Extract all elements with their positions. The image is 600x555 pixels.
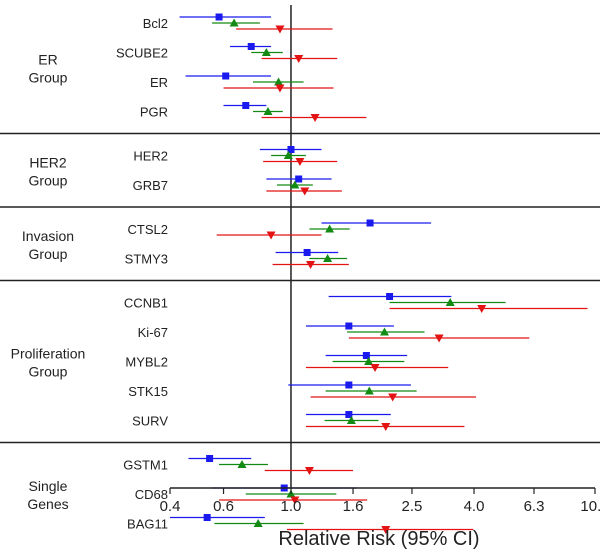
point-blue bbox=[215, 13, 223, 21]
point-blue bbox=[242, 102, 250, 109]
point-blue bbox=[386, 293, 394, 300]
x-axis-label: Relative Risk (95% CI) bbox=[278, 528, 479, 550]
gene-label: SURV bbox=[132, 414, 168, 429]
point-blue bbox=[303, 249, 311, 256]
point-red bbox=[266, 231, 276, 240]
group-label: Invasion Group bbox=[22, 228, 74, 262]
point-blue bbox=[345, 322, 353, 330]
point-green bbox=[237, 460, 247, 468]
gene-label: MYBL2 bbox=[125, 355, 168, 370]
x-tick-label: 0.6 bbox=[213, 498, 234, 515]
point-red bbox=[306, 261, 316, 269]
x-tick-label: 2.5 bbox=[402, 498, 423, 515]
point-blue bbox=[247, 43, 255, 50]
gene-label: ER bbox=[150, 75, 168, 90]
point-blue bbox=[222, 72, 230, 80]
point-blue bbox=[345, 381, 353, 389]
gene-label: CCNB1 bbox=[124, 296, 168, 311]
point-blue bbox=[295, 175, 303, 183]
group-labels: ER Group HER2 Group Invasion Group Proliferati… bbox=[11, 51, 86, 512]
point-green bbox=[323, 254, 333, 262]
point-red bbox=[388, 393, 398, 402]
group-label: Single Genes bbox=[27, 478, 68, 512]
x-tick-label: 6.3 bbox=[524, 498, 545, 515]
point-green bbox=[261, 48, 271, 56]
point-red bbox=[434, 334, 444, 343]
point-green bbox=[445, 298, 455, 306]
gene-label: Bcl2 bbox=[143, 16, 168, 31]
gene-label: CTSL2 bbox=[128, 222, 168, 237]
point-red bbox=[294, 55, 304, 63]
gene-labels: Bcl2 SCUBE2 ER PGR HER2 GRB7 CTSL2 STMY3 CCNB1 Ki… bbox=[116, 16, 168, 532]
confidence-intervals bbox=[170, 16, 588, 531]
point-red bbox=[295, 158, 305, 166]
point-green bbox=[283, 151, 293, 159]
group-label: Proliferation Group bbox=[11, 346, 86, 380]
point-green bbox=[263, 107, 273, 115]
point-green bbox=[229, 18, 239, 27]
point-red bbox=[370, 364, 380, 372]
point-red bbox=[290, 496, 300, 505]
x-axis: 0.4 0.6 1.0 1.6 2.5 4.0 6.3 10.0 bbox=[160, 487, 600, 515]
gene-label: STMY3 bbox=[125, 252, 168, 267]
point-green bbox=[253, 519, 263, 527]
gene-label: PGR bbox=[140, 105, 168, 120]
gene-label: Ki-67 bbox=[138, 325, 168, 340]
point-blue bbox=[287, 146, 295, 153]
point-red bbox=[310, 114, 320, 122]
x-tick-label: 4.0 bbox=[464, 498, 485, 515]
x-tick-label: 10.0 bbox=[580, 498, 600, 515]
group-label: HER2 Group bbox=[29, 154, 68, 188]
point-red bbox=[304, 467, 314, 475]
point-green bbox=[364, 386, 374, 395]
group-label: ER Group bbox=[29, 51, 68, 85]
x-tick-label: 1.0 bbox=[281, 498, 302, 515]
gene-label: CD68 bbox=[135, 487, 168, 502]
point-green bbox=[346, 416, 356, 424]
x-tick-label: 1.6 bbox=[343, 498, 364, 515]
point-blue bbox=[345, 411, 353, 418]
point-green bbox=[379, 327, 389, 336]
gene-label: STK15 bbox=[128, 384, 168, 399]
group-separators bbox=[0, 132, 600, 444]
point-green bbox=[364, 357, 374, 365]
point-blue bbox=[203, 514, 211, 521]
gene-label: SCUBE2 bbox=[116, 46, 168, 61]
point-red bbox=[300, 187, 310, 196]
point-blue bbox=[206, 455, 214, 462]
x-tick-label: 0.4 bbox=[160, 498, 181, 515]
point-green bbox=[274, 77, 284, 86]
gene-label: HER2 bbox=[133, 149, 168, 164]
point-green bbox=[325, 224, 335, 233]
point-red bbox=[477, 305, 487, 313]
point-red bbox=[275, 25, 285, 34]
point-blue bbox=[362, 352, 370, 359]
point-red bbox=[381, 526, 391, 534]
gene-label: GSTM1 bbox=[123, 458, 168, 473]
point-red bbox=[275, 84, 285, 93]
point-estimates bbox=[203, 13, 487, 534]
point-blue bbox=[366, 219, 374, 227]
point-red bbox=[381, 423, 391, 431]
point-green bbox=[290, 180, 300, 189]
gene-label: BAG11 bbox=[127, 517, 168, 532]
gene-label: GRB7 bbox=[133, 178, 168, 193]
